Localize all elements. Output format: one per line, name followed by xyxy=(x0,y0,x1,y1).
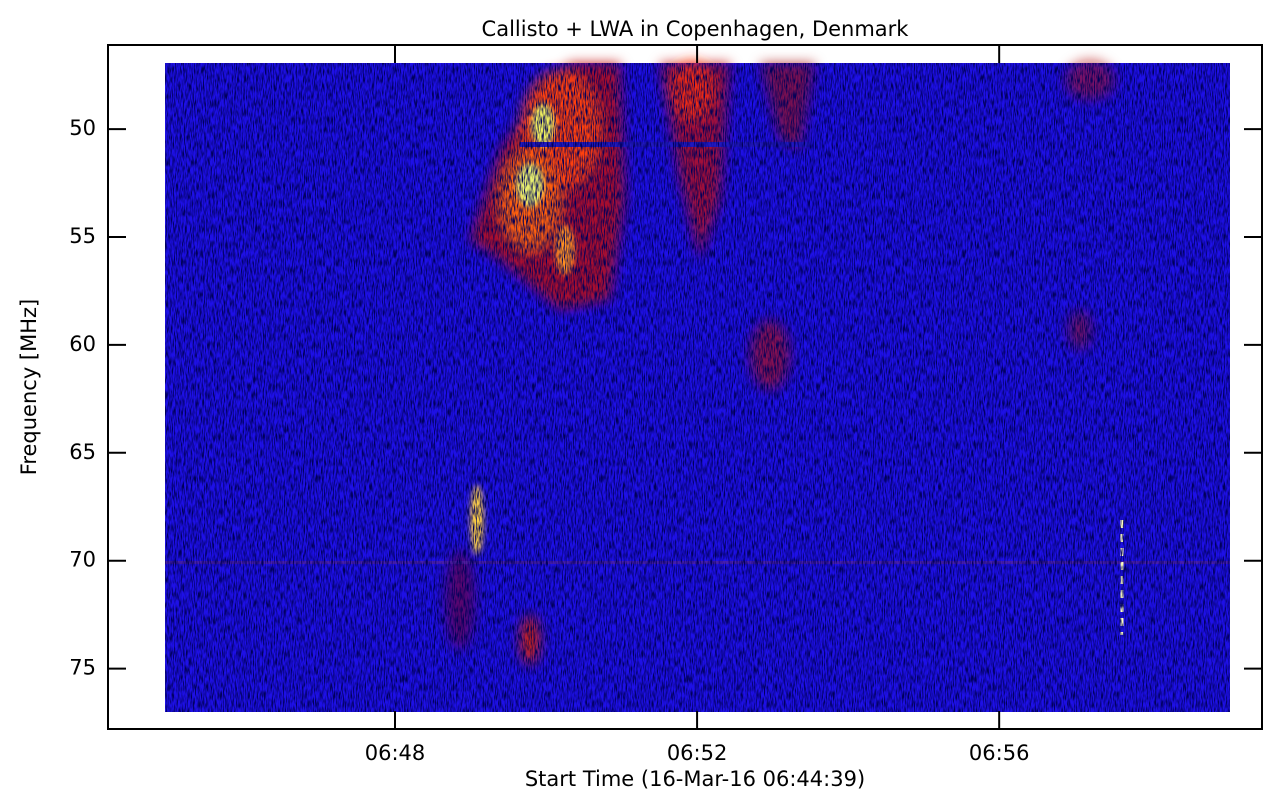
spectrogram-image xyxy=(165,60,1230,712)
x-tick-label: 06:48 xyxy=(365,741,426,765)
x-axis-label: Start Time (16-Mar-16 06:44:39) xyxy=(525,767,865,791)
plot-frame xyxy=(107,44,1263,730)
y-tick-label: 70 xyxy=(69,548,96,572)
x-tick-label: 06:56 xyxy=(969,741,1030,765)
x-tick-label: 06:52 xyxy=(667,741,728,765)
y-tick-label: 65 xyxy=(69,440,96,464)
y-axis-label: Frequency [MHz] xyxy=(17,299,41,475)
chart-title: Callisto + LWA in Copenhagen, Denmark xyxy=(482,17,910,41)
y-tick-label: 75 xyxy=(69,656,96,680)
y-tick-label: 60 xyxy=(69,332,96,356)
y-tick-label: 55 xyxy=(69,224,96,248)
y-tick-label: 50 xyxy=(69,116,96,140)
noise xyxy=(165,63,1230,712)
